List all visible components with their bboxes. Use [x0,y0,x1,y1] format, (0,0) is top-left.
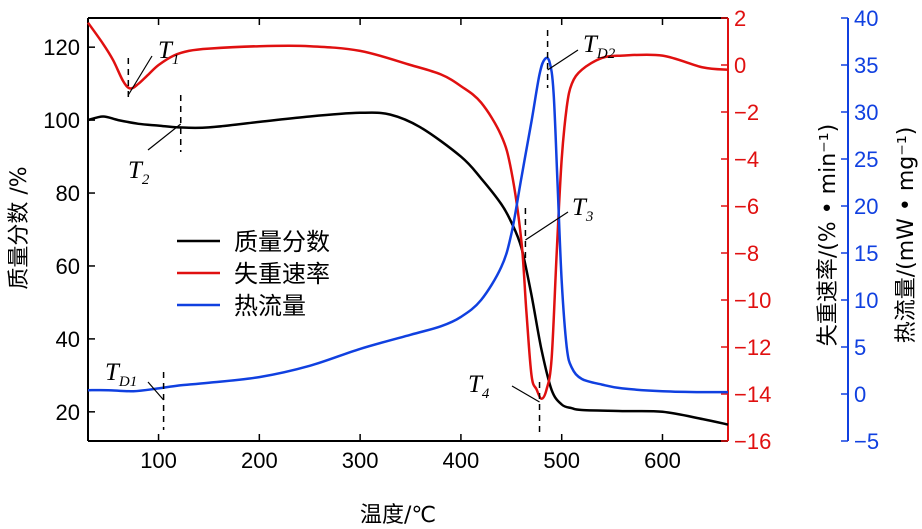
x-axis-title: 温度/℃ [360,503,436,528]
y-heat-tick-label: 10 [854,288,878,313]
y-rate-tick-label: −12 [734,335,771,360]
y-rate-tick-label: −14 [734,382,771,407]
x-tick-label: 500 [543,448,580,473]
series-line-heat [87,56,729,394]
y-rate-axis-title: 失重速率/(% • min⁻¹) [816,124,841,346]
annotation-label: TD1 [105,359,137,390]
annotation-label: TD2 [583,31,616,62]
y-rate-tick-label: −8 [734,241,759,266]
series-line-rate [86,21,729,400]
legend-entry-rate-label: 失重速率 [234,260,330,288]
legend-entry-mass-label: 质量分数 [234,228,330,256]
y-left-tick-label: 120 [43,35,80,60]
y-rate-tick-label: −16 [734,429,771,454]
annotation-leader-line [511,385,540,403]
annotation-label: T3 [572,194,593,225]
x-tick-label: 300 [342,448,379,473]
x-tick-label: 600 [644,448,681,473]
legend-entry-heat-label: 热流量 [234,292,306,320]
annotation-label: T1 [158,37,179,68]
annotation-leader-line [147,381,165,401]
y-heat-tick-label: 20 [854,194,878,219]
y-rate-tick-label: −2 [734,100,759,125]
y-rate-tick-label: 0 [734,53,746,78]
annotation-leader-line [547,49,579,71]
y-heat-tick-label: 35 [854,53,878,78]
y-left-tick-label: 80 [56,181,80,206]
annotation-leader-line [525,211,569,241]
series-line-mass [87,111,729,426]
y-rate-tick-label: −4 [734,147,759,172]
x-tick-label: 100 [140,448,177,473]
y-heat-tick-label: 15 [854,241,878,266]
y-heat-axis-title: 热流量/(mW • mg⁻¹) [894,127,919,344]
annotation-label: T4 [468,371,490,402]
y-left-axis-title: 质量分数 /% [7,166,32,289]
y-heat-tick-label: 5 [854,335,866,360]
y-rate-tick-label: 2 [734,6,746,31]
x-tick-label: 200 [241,448,278,473]
y-left-tick-label: 20 [56,400,80,425]
y-left-tick-label: 40 [56,327,80,352]
y-rate-tick-label: −6 [734,194,759,219]
y-heat-tick-label: 30 [854,100,878,125]
annotation-leader-line [127,55,153,96]
y-heat-tick-label: 0 [854,382,866,407]
x-tick-label: 400 [443,448,480,473]
y-left-tick-label: 60 [56,254,80,279]
y-heat-tick-label: 40 [854,6,878,31]
y-rate-tick-label: −10 [734,288,771,313]
annotation-leader-line [147,123,182,151]
annotation-label: T2 [128,157,150,188]
y-heat-tick-label: 25 [854,147,878,172]
y-left-tick-label: 100 [43,108,80,133]
y-heat-tick-label: −5 [854,429,879,454]
